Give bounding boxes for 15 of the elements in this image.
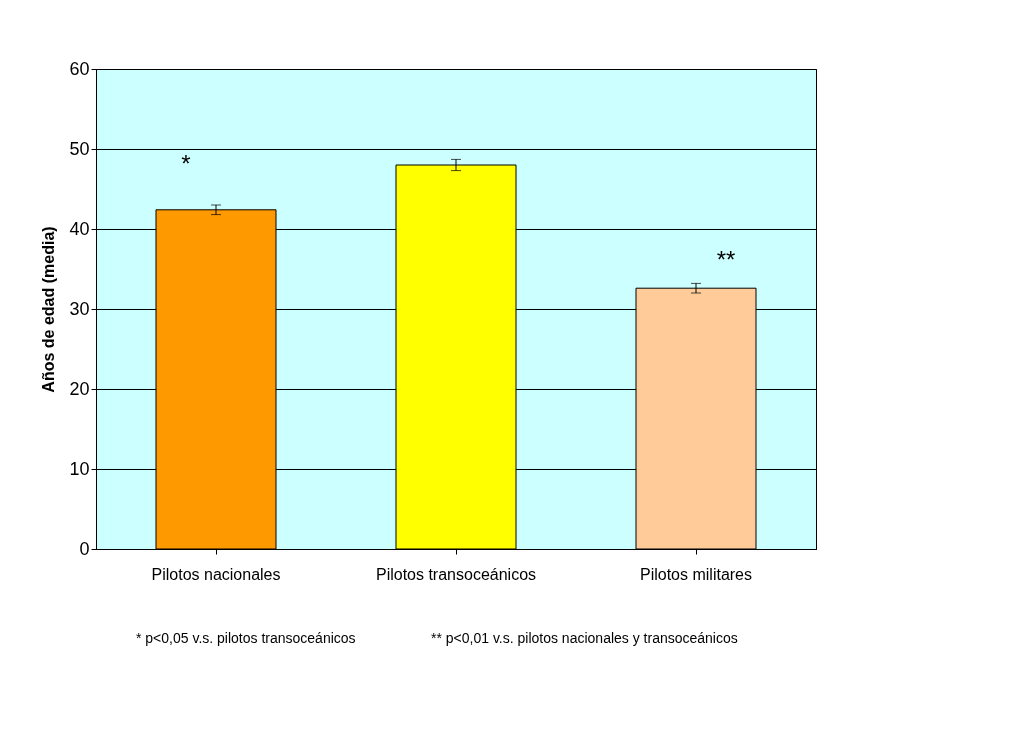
y-tick-label: 40: [69, 218, 90, 239]
text: * p<0,05 v.s. pilotos transoceánicos: [136, 630, 356, 646]
text: ** p<0,01 v.s. pilotos nacionales y transoceánicos: [431, 630, 738, 646]
x-tick-label: Pilotos nacionales: [151, 565, 281, 583]
x-tick-label: Pilotos militares: [639, 565, 753, 583]
annotation: **: [716, 246, 736, 273]
y-tick-label: 0: [79, 538, 90, 559]
x-tick-label: Pilotos transoceánicos: [375, 565, 537, 583]
y-axis-title: Años de edad (media): [40, 226, 58, 393]
y-tick-label: 60: [69, 58, 90, 79]
y-tick-label: 30: [69, 298, 90, 319]
y-tick-label: 10: [69, 458, 90, 479]
annotation: *: [181, 150, 191, 177]
y-tick-label: 50: [69, 138, 90, 159]
y-tick-label: 20: [69, 378, 90, 399]
